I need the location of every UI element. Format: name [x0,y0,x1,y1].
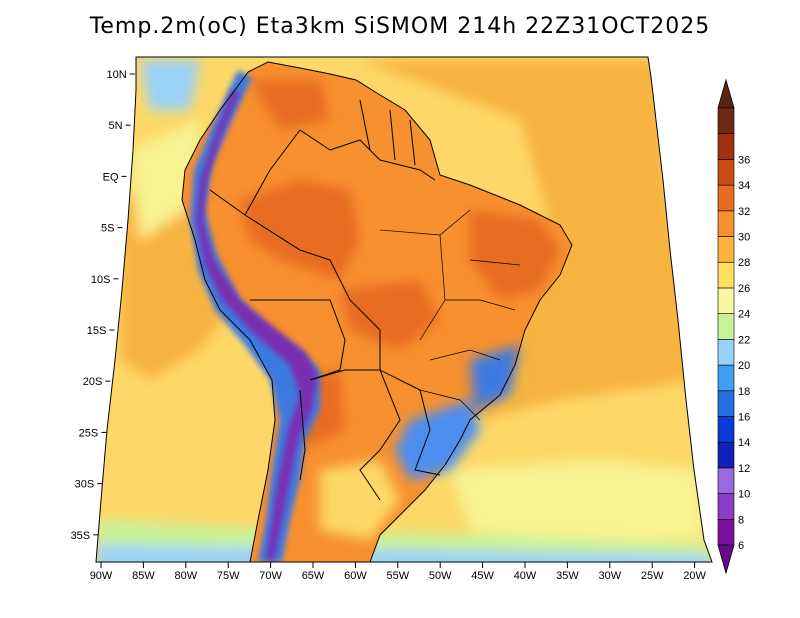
colorbar-swatch [717,107,735,135]
lon-label: 25W [641,570,664,582]
longitude-axis: 90W 85W 80W 75W 70W 65W 60W 55W 50W 45W 40W 35W 30W 2… [90,562,707,582]
colorbar-label: 12 [738,463,750,475]
colorbar-label: 26 [738,283,750,295]
colorbar-swatch [717,518,735,546]
map-title: Temp.2m(oC) Eta3km SiSMOM 214h 22Z31OCT2… [89,14,711,39]
atlantic-cool-zone [450,460,704,545]
atlantic-warm-zone [360,60,700,420]
colorbar-swatch [717,133,735,160]
lon-label: 55W [386,570,409,582]
colorbar-swatch [717,467,735,494]
lon-label: 35W [556,570,579,582]
colorbar-swatch [717,364,735,392]
coastline [181,61,573,562]
lat-label: 15S [87,325,107,337]
colorbar-label: 24 [738,309,750,321]
colorbar-label: 36 [738,154,750,166]
latitude-axis: 10N 5N EQ 5S 10S 15S 20S 25S 30S 35S [71,69,135,542]
colorbar-swatch [717,184,735,212]
lat-label: 20S [83,376,103,388]
lat-label: EQ [103,171,119,183]
colorbar-label: 6 [738,540,744,552]
guianas-borders [359,99,416,166]
lon-label: 75W [217,570,240,582]
colorbar-label: 28 [738,257,750,269]
southern-coldest-zone [96,545,712,562]
colorbar-label: 18 [738,386,750,398]
colorbar-swatch [717,261,735,289]
pampas-mild-zone [320,460,400,540]
colorbar-swatch [717,390,735,417]
southeast-cool-zone [470,345,520,410]
lat-label: 5N [109,120,123,132]
colorbar-swatch [717,493,735,520]
brazil-states [379,209,521,421]
andes-cold-core [196,90,318,560]
colorbar-max-arrow [717,78,735,109]
lon-label: 60W [344,570,367,582]
argentina-border [299,369,401,501]
lon-label: 70W [259,570,282,582]
map-frame [95,56,713,563]
amazon-hot-zone [240,180,360,280]
lat-label: 30S [75,479,95,491]
colorbar-label: 10 [738,489,750,501]
colorbar-label: 20 [738,360,750,372]
colorbar-label: 14 [738,437,750,449]
lon-label: 45W [471,570,494,582]
southern-brazil-cold-zone [395,400,480,480]
lon-label: 80W [174,570,197,582]
peru-bolivia-border [209,189,346,381]
lon-label: 40W [514,570,537,582]
colorbar-min-arrow [717,544,735,575]
colorbar-label: 16 [738,411,750,423]
colorbar-label: 22 [738,334,750,346]
lon-label: 90W [90,570,113,582]
lat-label: 10N [106,69,126,81]
colorbar-swatch [717,236,735,263]
north-hot-zone [250,80,330,130]
lat-label: 5S [101,223,114,235]
northeast-hot-zone [470,210,560,300]
colorbar-label: 34 [738,180,750,192]
pacific-cold-patch [140,60,200,110]
colorbar-swatch [717,287,735,314]
colorbar-swatch [717,210,735,237]
pacific-mild-zone [130,120,200,240]
lon-label: 50W [429,570,452,582]
country-borders [181,61,573,562]
colorbar-swatch [717,441,735,469]
temperature-field [96,57,712,562]
lon-label: 85W [132,570,155,582]
lat-label: 35S [71,530,91,542]
colorbar-label: 30 [738,232,750,244]
colorbar-swatch [717,313,735,340]
lon-label: 30W [598,570,621,582]
colorbar-legend: 6 8 10 12 14 16 18 20 22 24 26 28 30 32 34 36 [717,78,750,575]
colorbar-label: 32 [738,206,750,218]
colorbar-swatch [717,159,735,186]
central-hot-zone [340,280,440,350]
lon-label: 20W [683,570,706,582]
colorbar-swatch [717,416,735,443]
colorbar-swatch [717,339,735,366]
lat-label: 10S [91,274,111,286]
lon-label: 65W [302,570,325,582]
colorbar-label: 8 [738,514,744,526]
lat-label: 25S [79,427,99,439]
